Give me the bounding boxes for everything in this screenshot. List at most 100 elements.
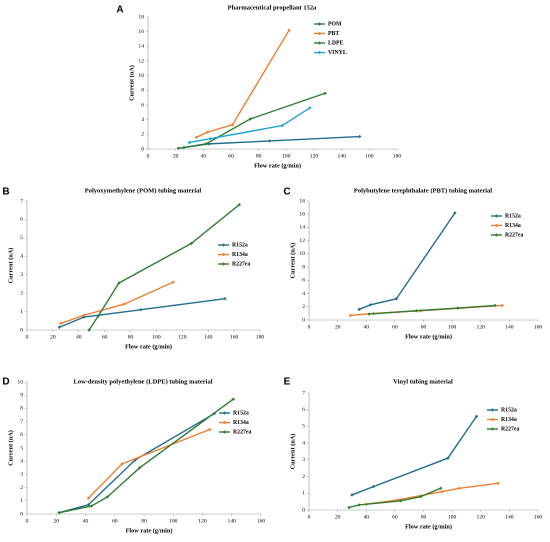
y-tick-label: 7 [302,390,305,396]
series-r134a [86,427,212,500]
x-tick-label: 0 [308,324,311,330]
chart-title: Polyoxymethylene (POM) tubing material [85,187,202,194]
legend-entry: LDPE [314,40,344,46]
data-point [347,505,351,510]
panel-letter: E [284,377,291,388]
series-vinyl [187,106,312,145]
legend-entry: R152a [218,242,248,248]
data-point [120,462,124,466]
legend-marker [490,417,495,422]
x-tick-label: 60 [228,153,234,159]
x-tick-label: 80 [128,334,134,340]
legend-marker [317,22,322,26]
series-line [58,413,215,514]
legend-label: R152a [232,242,248,248]
chart-panel-c: C Polybutylene terephthalate (PBT) tubing… [283,187,542,341]
series-line [369,304,496,315]
legend-label: R134a [505,223,521,229]
y-tick-label: 2 [302,304,305,310]
data-point [357,307,361,312]
x-tick-label: 120 [310,153,319,159]
chart-title: Polybutylene terephthalate (PBT) tubing … [354,187,492,194]
y-tick-label: 6 [20,217,23,223]
legend-label: VINYL [328,50,347,56]
legend-entry: R134a [219,420,249,426]
series-line [59,297,226,328]
legend-marker [222,430,227,434]
y-tick-label: 6 [141,102,144,108]
data-point [58,321,63,326]
data-point [446,456,450,460]
y-tick-label: 2 [20,485,23,491]
legend-entry: R227ea [491,232,523,238]
series-r152a [57,296,227,329]
y-tick-label: 6 [20,432,23,438]
legend-label: LDPE [328,40,344,46]
data-point [86,503,91,507]
data-point [371,484,376,489]
x-tick-label: 120 [477,514,486,520]
y-tick-label: 10 [299,251,305,257]
data-point [208,427,212,432]
series-line [189,107,311,144]
series-r227ea [347,486,443,510]
x-tick-label: 40 [201,153,207,159]
y-tick-label: 5 [302,424,305,430]
y-tick-label: 18 [299,198,305,204]
legend-entry: R152a [491,213,521,219]
legend-entry: PBT [314,31,339,37]
series-r227ea [87,202,241,332]
legend-label: R152a [505,213,521,219]
data-point [438,486,443,490]
x-tick-label: 80 [256,153,262,159]
x-tick-label: 0 [26,518,29,524]
x-tick-label: 140 [505,324,514,330]
x-tick-label: 20 [50,334,56,340]
x-tick-label: 140 [505,514,514,520]
x-tick-label: 180 [393,153,402,159]
x-tick-label: 100 [448,514,457,520]
y-tick-label: 0 [20,511,23,517]
y-tick-label: 3 [20,272,23,278]
y-tick-label: 10 [138,73,144,79]
data-point [348,313,353,318]
y-tick-label: 5 [20,445,23,451]
panel-letter: A [116,5,123,16]
y-tick-label: 7 [20,198,23,204]
legend-entry: POM [314,21,342,27]
y-tick-label: 1 [20,309,23,315]
legend-entry: VINYL [314,50,347,56]
y-tick-label: 6 [302,278,305,284]
x-axis-label: Flow rate (g/min) [126,527,173,534]
x-axis-label: Flow rate (g/min) [405,523,452,530]
chart-panel-b: B Polyoxymethylene (POM) tubing material 0… [2,187,264,351]
data-point [187,140,192,145]
y-tick-label: 2 [302,474,305,480]
x-tick-label: 160 [534,324,543,330]
x-tick-label: 20 [173,153,179,159]
data-point [82,313,86,317]
data-point [398,499,403,503]
y-tick-label: 16 [299,212,305,218]
legend-label: R227ea [501,426,519,432]
series-line [178,92,326,149]
legend-entry: R134a [218,252,248,258]
legend-marker [494,223,499,228]
y-tick-label: 10 [17,379,23,385]
y-axis-label: Current (nA) [128,65,135,101]
legend-label: R227ea [232,261,250,267]
legend-label: R134a [233,420,249,426]
y-axis-label: Current (nA) [7,430,14,466]
y-tick-label: 2 [141,132,144,138]
data-point [237,202,241,207]
legend-marker [494,214,499,218]
series-r227ea [57,397,235,515]
y-tick-label: 14 [299,225,305,231]
legend-entry: R227ea [487,426,519,432]
y-tick-label: 6 [302,407,305,413]
legend-label: R152a [233,410,249,416]
x-tick-label: 80 [141,518,147,524]
x-tick-label: 120 [178,334,187,340]
x-tick-label: 0 [26,334,29,340]
data-point [368,303,373,307]
